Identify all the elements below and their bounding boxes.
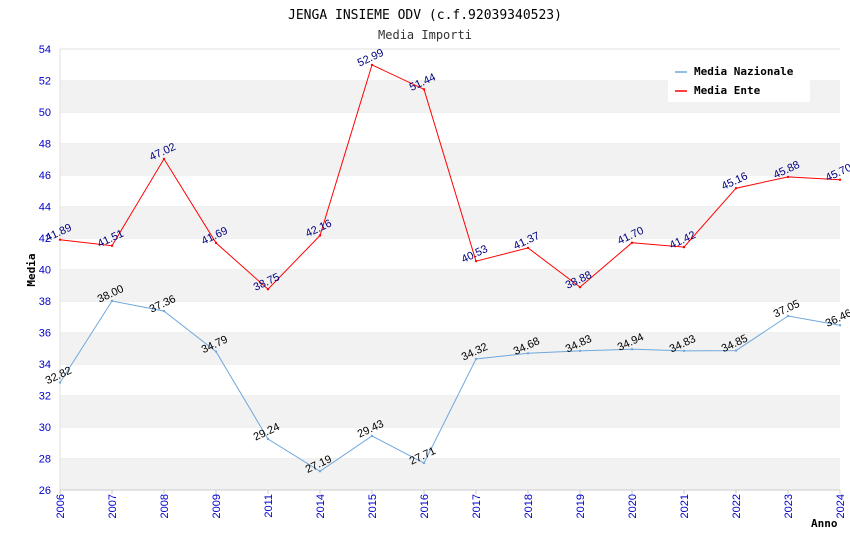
data-point-media-ente [110,244,114,247]
grid-band [60,458,840,490]
y-tick-label: 36 [39,328,51,340]
y-tick-label: 50 [39,107,51,119]
series-line-media-ente [59,64,841,290]
chart-title: JENGA INSIEME ODV (c.f.92039340523) [288,8,562,23]
data-point-media-ente [630,241,634,244]
y-tick-label: 44 [39,202,51,214]
data-point-media-nazionale [110,299,114,303]
data-point-media-ente [734,187,738,190]
y-tick-label: 52 [39,76,51,88]
x-tick-label: 2017 [471,494,483,518]
chart-subtitle: Media Importi [378,28,472,42]
x-tick-label: 2021 [679,494,691,518]
data-point-media-nazionale [214,350,218,353]
grid-band [60,238,840,270]
grid-band [60,143,840,175]
data-point-media-ente [318,234,322,237]
data-point-media-ente [786,175,790,179]
data-point-media-ente [682,245,686,249]
x-tick-label: 2016 [419,494,431,518]
data-point-media-nazionale [370,434,374,438]
x-axis-label: Anno [811,517,838,530]
series-layer [58,63,842,473]
x-tick-label: 2022 [731,494,743,518]
data-point-media-nazionale [474,357,478,361]
x-tick-label: 2011 [263,494,275,518]
y-tick-label: 42 [39,233,51,245]
grid-band [60,427,840,459]
data-point-media-ente [474,259,478,263]
y-axis-label: Media [25,253,38,286]
data-point-media-ente [370,63,374,67]
x-tick-label: 2024 [835,494,847,518]
y-tick-label: 38 [39,296,51,308]
grid-bands [59,48,840,490]
x-tick-label: 2020 [627,494,639,518]
grid-band [60,206,840,238]
x-tick-label: 2015 [367,494,379,518]
x-tick-label: 2014 [315,494,327,518]
data-point-media-ente [526,246,530,250]
x-axis-ticks: 2006 2007 2008 2009 2011 2014 2015 2016 2017 2018… [55,490,847,518]
data-point-media-nazionale [838,324,842,327]
data-point-media-ente [58,238,62,241]
grid-band [60,269,840,301]
x-tick-label: 2023 [783,494,795,518]
data-point-media-ente [266,287,270,291]
x-tick-label: 2018 [523,494,535,518]
legend-label-media-ente: Media Ente [694,84,761,97]
y-tick-label: 48 [39,139,51,151]
y-tick-label: 32 [39,391,51,403]
data-point-media-ente [838,178,842,181]
grid-band [60,364,840,396]
y-tick-label: 40 [39,265,51,277]
legend: Media Nazionale Media Ente [668,58,810,102]
x-tick-label: 2019 [575,494,587,518]
y-tick-label: 34 [39,359,51,371]
data-point-media-nazionale [162,309,166,313]
data-point-media-nazionale [58,381,62,384]
y-tick-label: 28 [39,454,51,466]
grid-band [60,301,840,333]
legend-box [668,58,810,102]
data-point-media-ente [578,285,582,289]
data-point-media-nazionale [630,347,634,351]
data-point-media-ente [214,241,218,245]
data-point-media-nazionale [266,437,270,441]
y-tick-label: 54 [39,44,51,56]
x-tick-label: 2007 [107,494,119,518]
series-line-media-nazionale [59,300,841,472]
data-point-media-nazionale [734,349,738,352]
y-tick-label: 30 [39,422,51,434]
y-tick-label: 46 [39,170,51,182]
data-point-media-nazionale [422,461,426,465]
legend-label-media-nazionale: Media Nazionale [694,65,794,78]
grid-band [60,112,840,144]
data-point-media-nazionale [682,349,686,353]
data-point-media-ente [422,88,426,91]
data-point-media-nazionale [318,470,322,473]
data-point-media-ente [162,157,166,161]
data-point-media-nazionale [526,352,530,355]
x-tick-label: 2008 [159,494,171,518]
y-axis-ticks: 26 28 30 32 34 36 38 40 42 44 46 48 50 52 54 [39,44,51,497]
y-tick-label: 26 [39,485,51,497]
grid-band [60,332,840,364]
x-tick-label: 2006 [55,494,67,518]
x-tick-label: 2009 [211,494,223,518]
data-point-media-nazionale [578,349,582,353]
data-point-media-nazionale [786,314,790,318]
